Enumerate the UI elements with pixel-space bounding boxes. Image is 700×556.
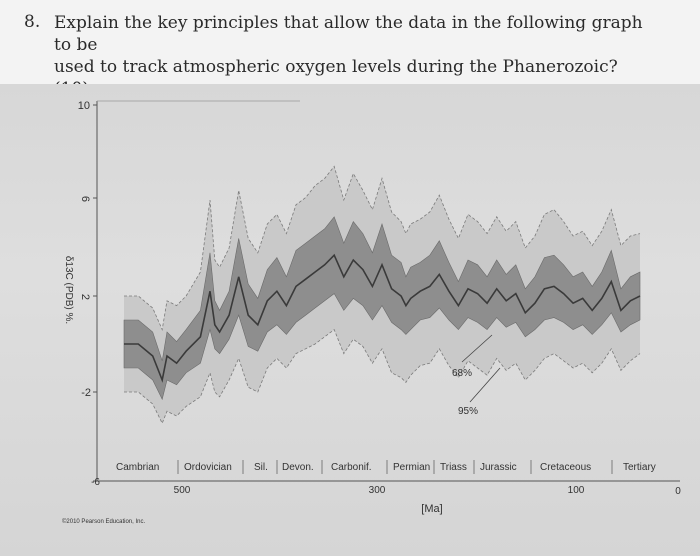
copyright-text: ©2010 Pearson Education, Inc. <box>62 518 145 525</box>
period-cambrian: Cambrian <box>116 462 159 473</box>
period-labels: Cambrian Ordovician Sil. Devon. Carbonif… <box>116 460 656 474</box>
x-tick-label-500: 500 <box>174 485 191 496</box>
y-tick-neg2: -2 <box>81 387 97 399</box>
band-label-68: 68% <box>452 368 472 379</box>
y-tick-label-2: 2 <box>79 294 91 300</box>
y-tick-10: 10 <box>78 100 97 112</box>
y-tick-label-10: 10 <box>78 100 90 112</box>
mean-curve <box>124 253 641 383</box>
band-label-95: 95% <box>458 406 478 417</box>
y-tick-label-neg2: -2 <box>81 387 91 399</box>
band-95-pointer <box>469 367 501 403</box>
question-line-1: Explain the key principles that allow th… <box>54 13 643 55</box>
question-number: 8. <box>24 12 41 32</box>
y-tick-label-neg6: -6 <box>91 477 100 488</box>
period-devonian: Devon. <box>282 462 314 473</box>
period-cretaceous: Cretaceous <box>540 462 591 473</box>
band-95-lower-edge <box>124 328 641 425</box>
period-triassic: Triass <box>440 462 467 473</box>
period-ordovician: Ordovician <box>184 462 232 473</box>
band-68-pointer <box>461 334 493 363</box>
plot-area <box>123 165 641 425</box>
period-carboniferous: Carbonif. <box>331 462 372 473</box>
period-tertiary: Tertiary <box>623 462 656 473</box>
y-tick-label-6: 6 <box>79 196 91 202</box>
y-tick-neg6: -6 <box>91 477 100 488</box>
period-permian: Permian <box>393 462 430 473</box>
x-axis-label: [Ma] <box>421 503 442 515</box>
period-silurian: Sil. <box>254 462 268 473</box>
y-tick-2: 2 <box>79 294 97 300</box>
x-tick-label-0: 0 <box>675 486 681 497</box>
y-axis-label: δ13C (PDB) %. <box>63 256 74 324</box>
period-jurassic: Jurassic <box>480 462 517 473</box>
x-tick-label-100: 100 <box>568 485 585 496</box>
y-tick-6: 6 <box>79 196 97 202</box>
band-95-upper-edge <box>124 165 641 331</box>
x-tick-label-300: 300 <box>369 485 386 496</box>
band-68 <box>123 216 641 401</box>
